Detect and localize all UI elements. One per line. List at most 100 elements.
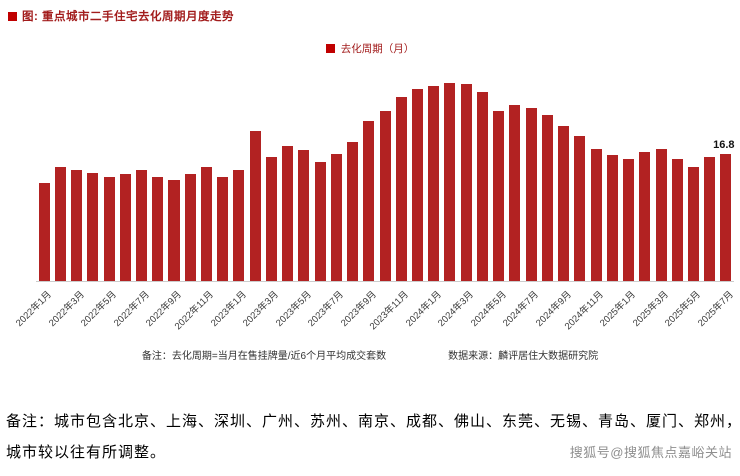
bar-slot-2025年7月: 16.8 [713, 69, 735, 281]
bar [623, 159, 635, 281]
bar [200, 167, 212, 281]
bar [233, 170, 245, 281]
bar [541, 115, 553, 281]
legend: 去化周期（月） [4, 42, 736, 55]
bar-slot-2023年2月 [247, 69, 263, 281]
bar [590, 148, 602, 281]
bar [314, 162, 326, 281]
x-axis-labels: 2022年1月 2022年3月 2022年5月 2022年7月 2022年9月 2022年… [14, 285, 736, 345]
bar [298, 150, 310, 281]
chart-card: 图: 重点城市二手住宅去化周期月度走势 去化周期（月） 16.8 2022年1月… [4, 8, 736, 362]
bar [574, 136, 586, 281]
bar [704, 156, 716, 281]
bar [444, 82, 456, 281]
title-bullet-icon [8, 11, 17, 21]
bar-slot-2023年5月 [296, 69, 312, 281]
bar-slot-2023年12月 [409, 69, 425, 281]
bar-slot-2022年5月 [101, 69, 117, 281]
bar-slot-2023年4月 [280, 69, 296, 281]
bar [639, 151, 651, 281]
bar-slot-2022年2月 [52, 69, 68, 281]
bar [184, 174, 196, 281]
bar [152, 177, 164, 281]
bar-slot-2025年5月 [685, 69, 701, 281]
bar-slot-2025年3月 [653, 69, 669, 281]
bar-slot-2022年4月 [85, 69, 101, 281]
bar-slot-2022年6月 [117, 69, 133, 281]
chart-footnote-row: 备注：去化周期=当月在售挂牌量/近6个月平均成交套数 数据来源：麟评居住大数据研… [4, 347, 736, 362]
bottom-note-line2: 城市较以往有所调整。 [6, 443, 167, 461]
bar [217, 177, 229, 281]
bar [476, 91, 488, 281]
footnote-source: 数据来源：麟评居住大数据研究院 [448, 351, 599, 362]
bar [71, 170, 83, 281]
bar [460, 84, 472, 281]
footnote-formula: 备注：去化周期=当月在售挂牌量/近6个月平均成交套数 [141, 351, 387, 362]
bar [428, 86, 440, 281]
bar [119, 174, 131, 281]
bar [525, 107, 537, 281]
bar-slot-2022年1月 [36, 69, 52, 281]
bar [655, 148, 667, 281]
bar-slot-2023年6月 [312, 69, 328, 281]
bar [411, 89, 424, 281]
bar-slot-2023年10月 [377, 69, 393, 281]
bar-slot-2024年9月 [556, 69, 572, 281]
bar-slot-2024年4月 [474, 69, 490, 281]
bar-slot-2023年7月 [328, 69, 344, 281]
chart-title-row: 图: 重点城市二手住宅去化周期月度走势 [4, 8, 736, 24]
bar [379, 110, 391, 281]
bar-slot-2023年8月 [344, 69, 360, 281]
bar [395, 97, 407, 281]
bar-slot-2024年12月 [604, 69, 620, 281]
bar [671, 159, 683, 281]
bar-slot-2024年1月 [426, 69, 442, 281]
legend-swatch-icon [325, 44, 335, 53]
bar-slot-2024年5月 [491, 69, 507, 281]
bar [720, 153, 732, 281]
bottom-row: 城市较以往有所调整。 搜狐号@搜狐焦点嘉峪关站 [6, 437, 734, 468]
bar-slot-2022年3月 [68, 69, 84, 281]
bar-slot-2022年8月 [150, 69, 166, 281]
bar [330, 153, 342, 281]
bar-slot-2023年9月 [361, 69, 377, 281]
bar [687, 167, 699, 281]
bar-slot-2025年2月 [637, 69, 653, 281]
legend-label: 去化周期（月） [340, 43, 415, 55]
bottom-note: 备注：城市包含北京、上海、深圳、广州、苏州、南京、成都、佛山、东莞、无锡、青岛、… [4, 406, 740, 468]
bar [249, 131, 261, 281]
bar-slot-2022年9月 [166, 69, 182, 281]
bar [347, 141, 359, 281]
bar-slot-2022年12月 [215, 69, 231, 281]
last-bar-value-label: 16.8 [713, 138, 735, 151]
bar-slot-2023年11月 [393, 69, 409, 281]
bar [168, 180, 180, 281]
plot-wrap: 16.8 2022年1月 2022年3月 2022年5月 2022年7月 2022年9月… [14, 69, 736, 345]
chart-title: 图: 重点城市二手住宅去化周期月度走势 [22, 11, 235, 23]
bar-slot-2024年10月 [572, 69, 588, 281]
plot-area: 16.8 [36, 69, 735, 282]
bar [54, 167, 66, 281]
bar [136, 170, 148, 281]
watermark: 搜狐号@搜狐焦点嘉峪关站 [569, 445, 732, 460]
bar-slot-2022年7月 [133, 69, 149, 281]
bar-slot-2024年8月 [539, 69, 555, 281]
bar-slot-2024年7月 [523, 69, 539, 281]
bar [363, 120, 375, 281]
bottom-note-line1: 备注：城市包含北京、上海、深圳、广州、苏州、南京、成都、佛山、东莞、无锡、青岛、… [6, 412, 740, 430]
bar-slot-2024年11月 [588, 69, 604, 281]
bar [493, 110, 505, 281]
bar-slot-2023年1月 [231, 69, 247, 281]
bar [38, 182, 50, 281]
bar [282, 146, 294, 281]
bar-slot-2024年2月 [442, 69, 458, 281]
bar [558, 125, 570, 281]
bar [509, 105, 521, 281]
bar-slot-2024年6月 [507, 69, 523, 281]
bar-slot-2022年11月 [198, 69, 214, 281]
bar [265, 156, 277, 281]
bar-slot-2025年1月 [620, 69, 636, 281]
bar-slot-2025年4月 [669, 69, 685, 281]
bar [606, 154, 618, 281]
